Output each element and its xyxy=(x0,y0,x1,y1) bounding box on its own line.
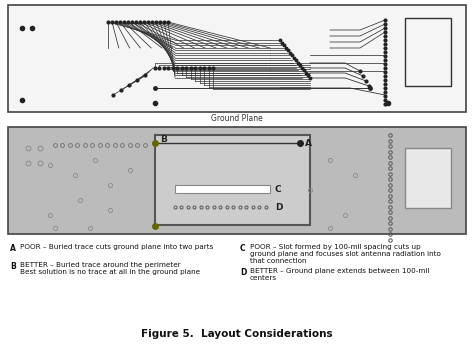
Bar xyxy=(155,135,310,225)
Text: BETTER – Buried trace around the perimeter
Best solution is no trace at all in t: BETTER – Buried trace around the perimet… xyxy=(20,262,200,275)
Text: POOR – Slot formed by 100-mil spacing cuts up
ground plane and focuses slot ante: POOR – Slot formed by 100-mil spacing cu… xyxy=(250,244,441,264)
Bar xyxy=(405,148,451,208)
Text: Ground Plane: Ground Plane xyxy=(211,114,263,123)
Text: B: B xyxy=(10,262,16,271)
Bar xyxy=(405,18,451,86)
Bar xyxy=(8,5,466,112)
Text: C: C xyxy=(275,185,282,194)
Bar xyxy=(8,127,466,234)
Text: B: B xyxy=(160,136,167,145)
Text: A: A xyxy=(10,244,16,253)
Bar xyxy=(155,135,310,225)
Text: D: D xyxy=(240,268,246,277)
Bar xyxy=(175,185,270,193)
Text: Figure 5.  Layout Considerations: Figure 5. Layout Considerations xyxy=(141,329,333,339)
Text: C: C xyxy=(240,244,246,253)
Text: D: D xyxy=(275,203,283,211)
Text: A: A xyxy=(305,138,312,148)
Text: POOR – Buried trace cuts ground plane into two parts: POOR – Buried trace cuts ground plane in… xyxy=(20,244,213,250)
Text: BETTER – Ground plane extends between 100-mil
centers: BETTER – Ground plane extends between 10… xyxy=(250,268,429,281)
